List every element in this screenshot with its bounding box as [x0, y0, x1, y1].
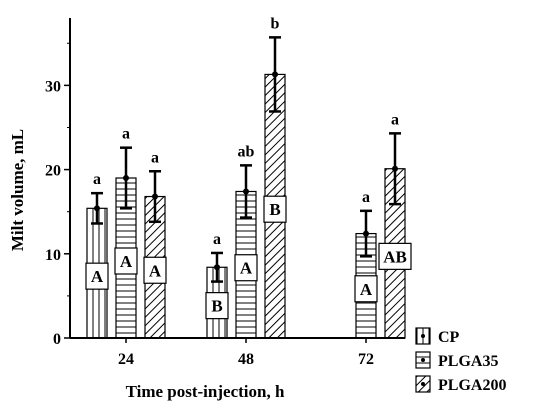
- mean-point: [152, 193, 158, 200]
- group-letter: A: [120, 252, 133, 271]
- mean-point: [214, 264, 220, 271]
- legend-marker: [421, 358, 425, 362]
- group-letter-box: [143, 256, 167, 284]
- y-tick-label: 0: [53, 331, 61, 348]
- group-letter: A: [240, 259, 253, 278]
- significance-letter: a: [391, 111, 399, 128]
- significance-letter: a: [213, 231, 221, 248]
- y-tick-label: 20: [45, 163, 61, 180]
- x-tick-label: 48: [238, 351, 254, 368]
- group-letter-box: [85, 262, 109, 290]
- group-letter-box: [205, 292, 229, 320]
- group-letter: A: [149, 261, 162, 280]
- legend: CP PLGA35 PLGA200: [415, 327, 506, 394]
- group-letter: AB: [383, 247, 407, 266]
- group-letter: A: [91, 267, 104, 286]
- group-letter-box: [354, 275, 378, 303]
- significance-letter: b: [271, 15, 280, 32]
- group-letter: A: [360, 280, 373, 299]
- x-axis-title: Time post-injection, h: [126, 382, 285, 401]
- legend-label: PLGA35: [438, 353, 498, 370]
- group-letter-box: [234, 254, 258, 282]
- group-letter: B: [269, 200, 280, 219]
- y-axis-title: Milt volume, mL: [8, 129, 27, 251]
- mean-point: [272, 71, 278, 78]
- x-tick-label: 72: [358, 351, 374, 368]
- legend-label: PLGA200: [438, 377, 506, 394]
- annotations: a Aa Ba Aab Aa Aa Ab Ba AB: [85, 15, 412, 320]
- group-letter-box: [263, 195, 287, 223]
- legend-marker: [421, 382, 425, 386]
- mean-point: [363, 230, 369, 237]
- mean-point: [94, 205, 100, 212]
- mean-point: [392, 165, 398, 172]
- significance-letter: a: [362, 189, 370, 206]
- group-letter-box: [378, 242, 412, 270]
- legend-marker: [421, 334, 425, 338]
- significance-letter: a: [93, 171, 101, 188]
- significance-letter: ab: [238, 143, 255, 160]
- group-letter: B: [211, 297, 222, 316]
- y-tick-label: 30: [45, 78, 61, 95]
- mean-point: [243, 188, 249, 195]
- x-tick-label: 24: [118, 351, 134, 368]
- y-tick-label: 10: [45, 247, 61, 264]
- legend-label: CP: [438, 329, 460, 346]
- group-letter-box: [114, 247, 138, 275]
- mean-point: [123, 175, 129, 181]
- significance-letter: a: [122, 126, 130, 143]
- significance-letter: a: [151, 149, 159, 166]
